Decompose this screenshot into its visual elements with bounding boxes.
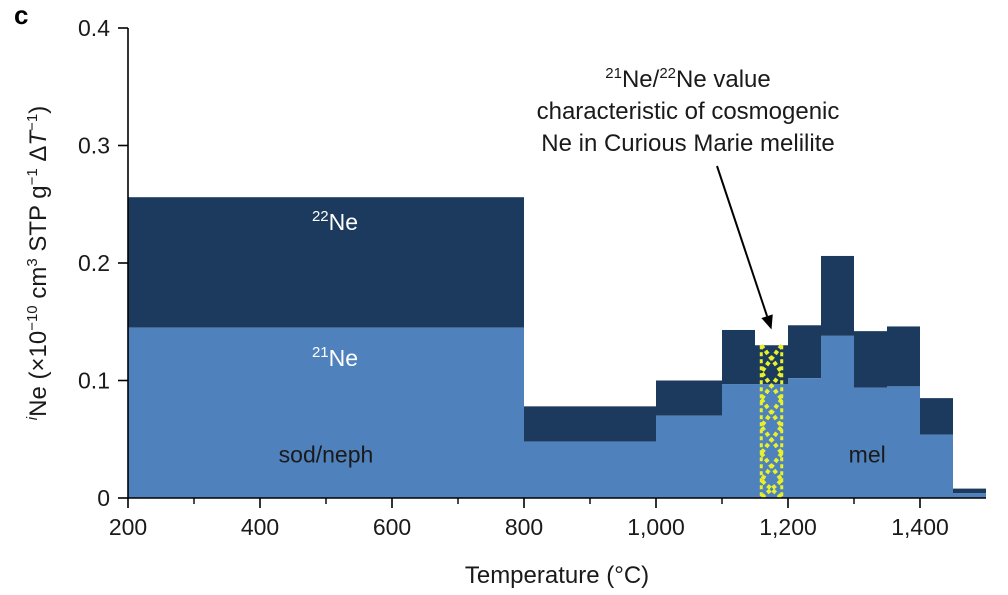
annotation-line-2: characteristic of cosmogenic [537,98,840,125]
y-tick-label: 0.2 [78,250,110,276]
x-tick-label: 400 [241,514,279,540]
annotation-line-1: 21Ne/22Ne value [605,65,770,93]
ne21-step-1 [524,441,656,498]
ne22-step-8 [887,326,920,387]
annotation-arrow [716,165,769,317]
ne21-step-7 [854,387,887,498]
ne21-step-6 [821,335,854,498]
ne22-step-10 [953,488,986,494]
y-axis-title: iNe (×10−10 cm3 STP g−1 ΔT−1) [24,106,52,420]
y-tick-label: 0.1 [78,368,110,394]
y-ticks: 0 0.1 0.2 0.3 0.4 [78,15,128,511]
ne21-step-9 [920,434,953,498]
ne22-step-1 [524,406,656,442]
ne21-step-10 [953,493,986,498]
series-label-21ne: 21Ne [312,344,358,371]
x-tick-label: 1,200 [759,514,817,540]
annotation-line-3: Ne in Curious Marie melilite [541,130,834,157]
region-label: sod/neph [279,442,374,468]
y-tick-label: 0.4 [78,15,110,41]
ne21-step-2 [656,415,722,498]
ne22-step-5 [788,325,821,379]
ne21-step-0 [128,327,524,498]
y-tick-label: 0 [97,485,110,511]
region-label: mel [849,442,886,468]
region-labels: sod/neph mel [279,442,886,468]
annotation: 21Ne/22Ne value characteristic of cosmog… [537,65,840,330]
ne22-step-2 [656,380,722,416]
y-tick-label: 0.3 [78,133,110,159]
panel-letter: c [14,0,28,30]
ne22-step-6 [821,255,854,336]
ne22-step-9 [920,398,953,435]
x-tick-label: 600 [373,514,411,540]
ne22-step-4 [755,345,788,385]
highlight-layer [758,344,785,500]
x-tick-label: 800 [505,514,543,540]
x-tick-label: 1,000 [627,514,685,540]
ne21-step-5 [788,378,821,498]
x-axis-title: Temperature (°C) [465,562,649,589]
x-ticks: 200 400 600 800 1,000 1,200 1,400 [109,498,949,540]
x-tick-label: 200 [109,514,147,540]
x-tick-label: 1,400 [891,514,949,540]
ne22-step-7 [854,331,887,388]
plot-area [128,197,986,498]
ne22-step-3 [722,329,755,385]
ne22-step-0 [128,197,524,328]
annotation-arrowhead [761,314,773,330]
series-label-22ne: 22Ne [312,208,358,235]
ne21-step-3 [722,384,755,498]
ne21-step-8 [887,386,920,498]
